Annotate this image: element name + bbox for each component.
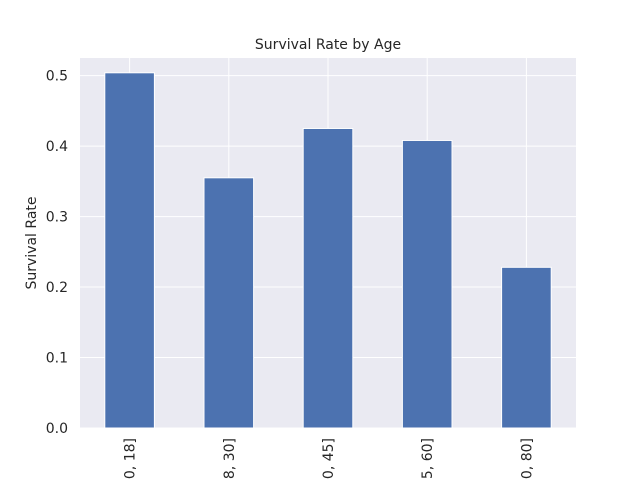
x-tick-label: 0, 45]: [321, 438, 337, 479]
y-axis-ticks: 0.0 0.1 0.2 0.3 0.4 0.5: [46, 69, 68, 437]
x-tick-label: 0, 80]: [519, 438, 535, 479]
y-axis-label: Survival Rate: [24, 197, 40, 290]
y-tick-label: 0.4: [46, 139, 68, 155]
y-tick-label: 0.0: [46, 421, 68, 437]
bar: [302, 127, 354, 429]
bars: [104, 72, 552, 429]
bar: [104, 72, 155, 429]
y-tick-label: 0.3: [46, 210, 68, 226]
x-tick-label: 8, 30]: [222, 438, 238, 479]
bar: [203, 177, 255, 429]
y-tick-label: 0.2: [46, 280, 68, 296]
y-tick-label: 0.5: [46, 69, 68, 85]
y-tick-label: 0.1: [46, 351, 68, 367]
bar: [501, 266, 552, 429]
x-axis-ticks: 0, 18] 8, 30] 0, 45] 5, 60] 0, 80]: [123, 438, 536, 479]
x-tick-label: 0, 18]: [123, 438, 139, 479]
chart-title: Survival Rate by Age: [255, 37, 401, 53]
x-tick-label: 5, 60]: [420, 438, 436, 479]
bar: [401, 139, 453, 429]
